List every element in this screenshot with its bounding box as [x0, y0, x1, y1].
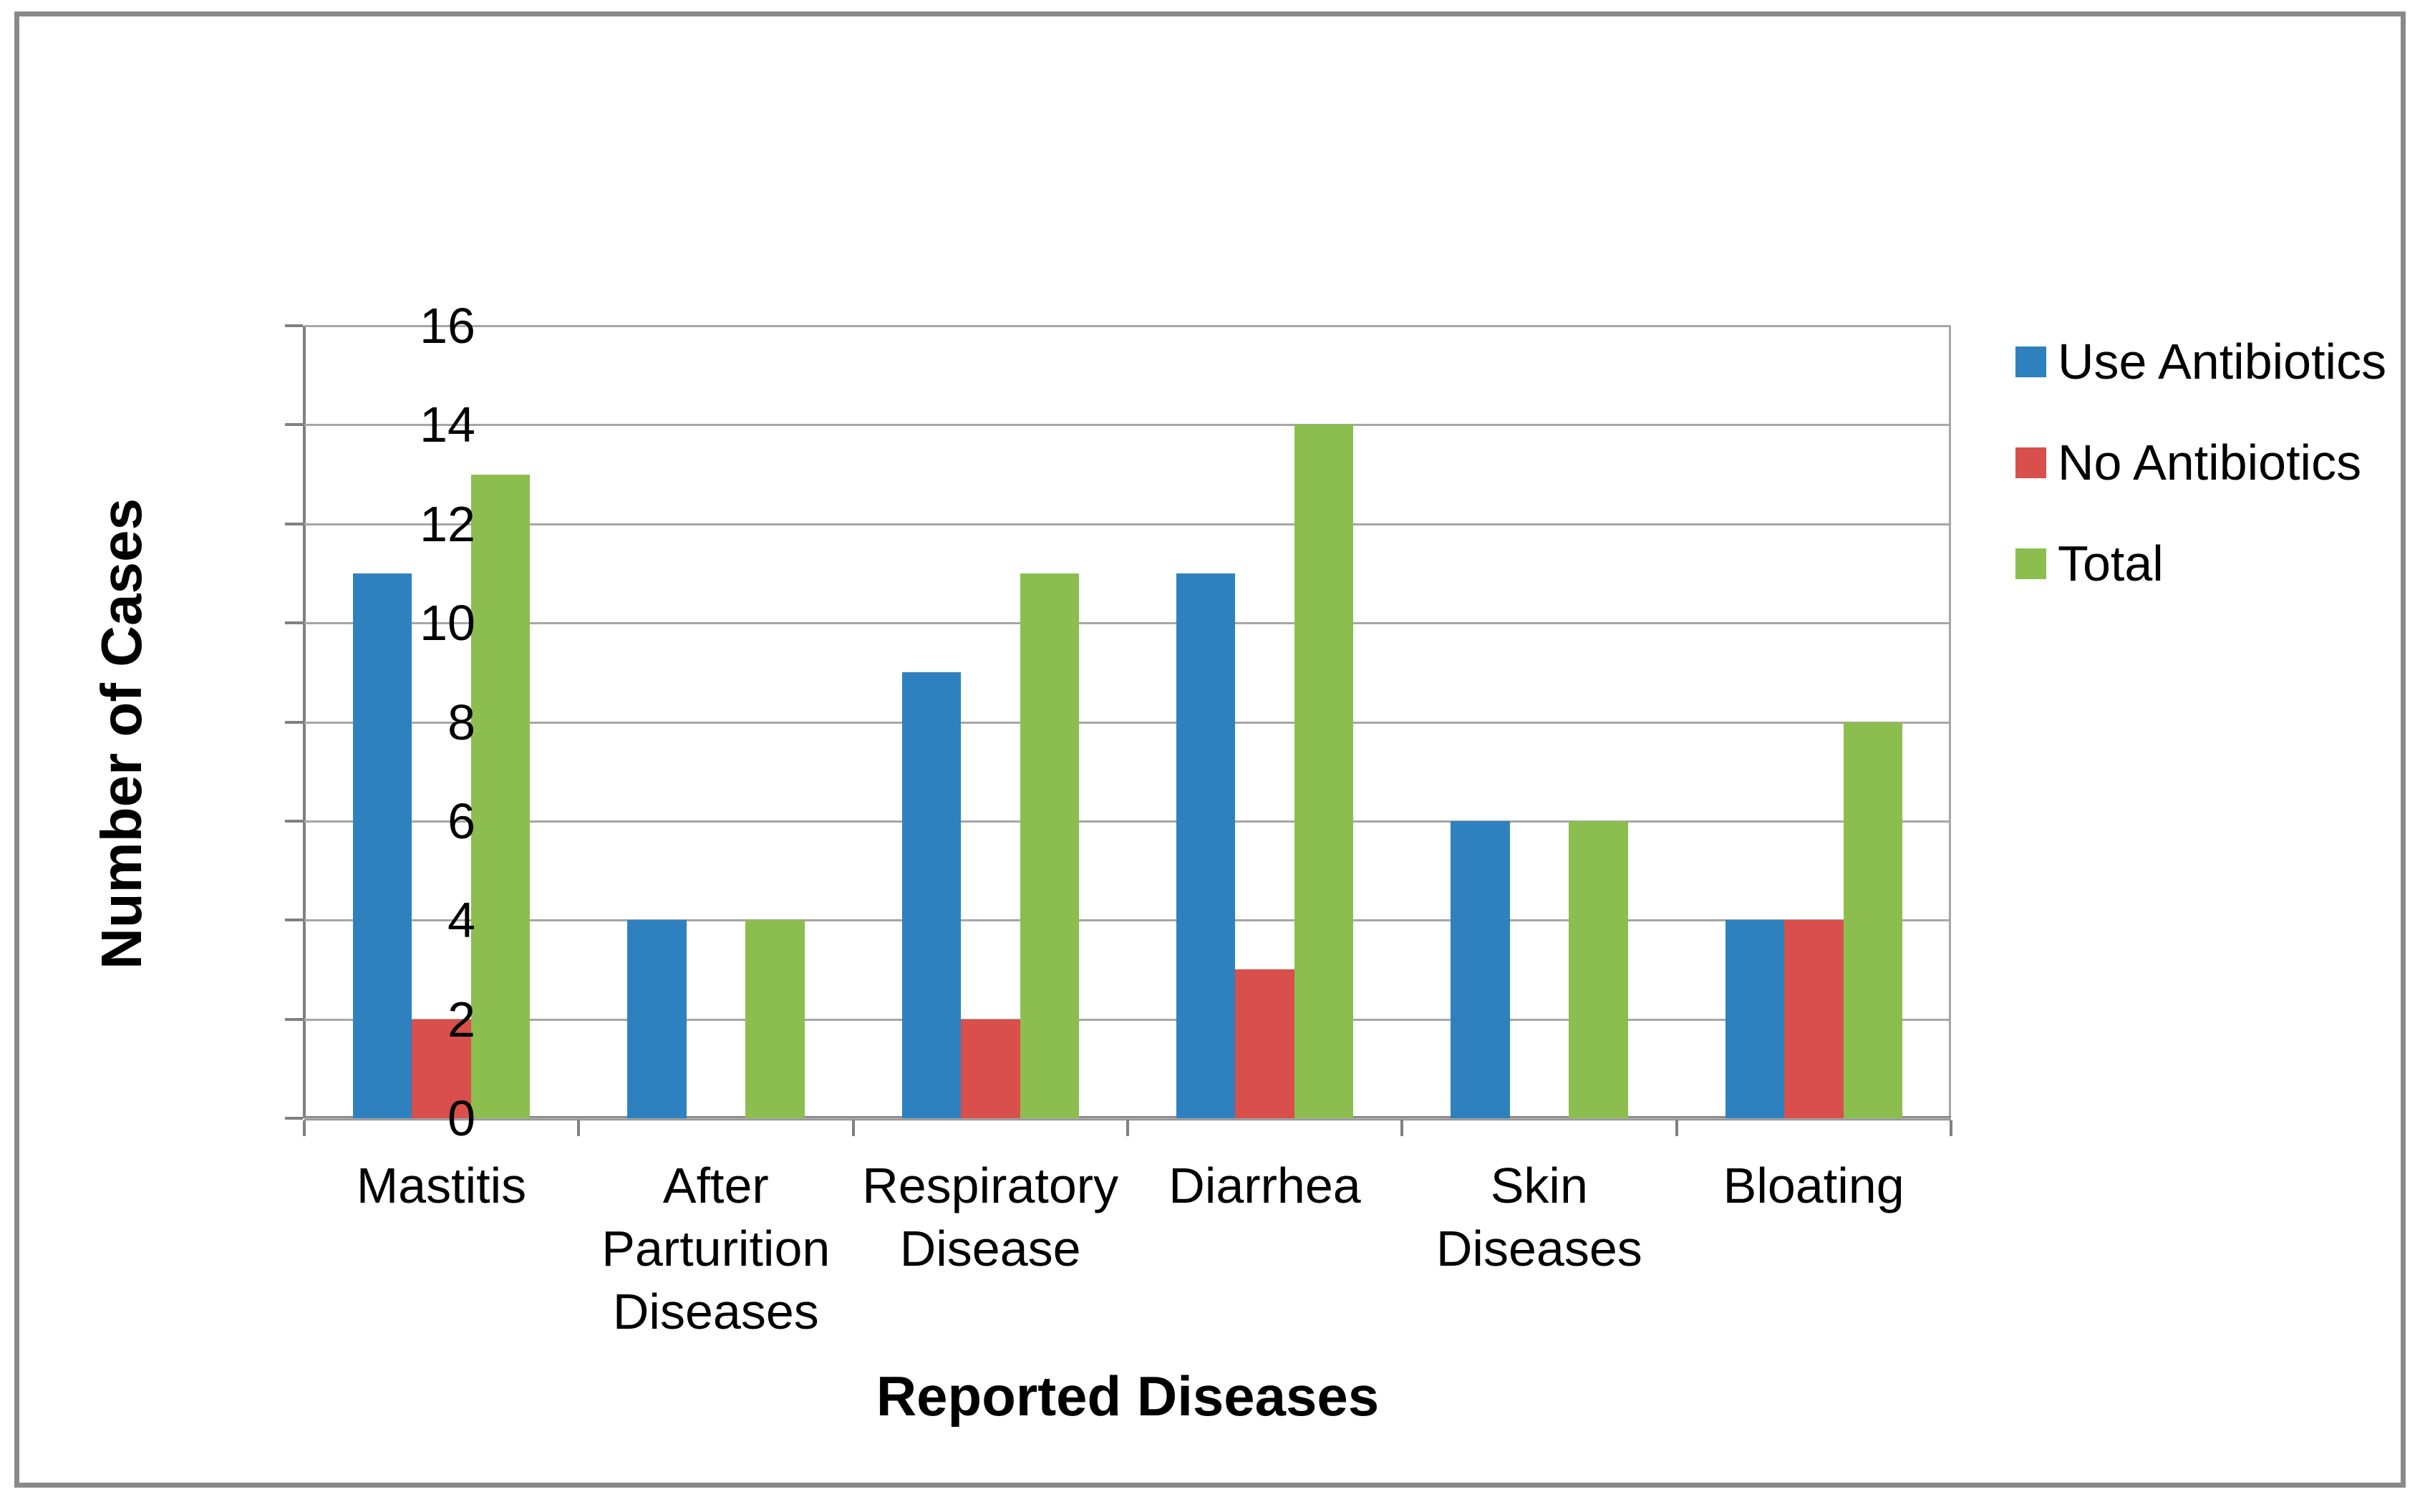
- gridline-0: [304, 1118, 1951, 1120]
- bar-no-antibiotics-mastitis: [412, 1019, 471, 1118]
- legend-item-use-antibiotics: Use Antibiotics: [2015, 329, 2386, 394]
- category-slot-skin-diseases: [1402, 326, 1676, 1118]
- x-tick-mark: [1126, 1120, 1129, 1136]
- x-category-label-bloating: Bloating: [1723, 1158, 1904, 1213]
- bar-group: [901, 326, 1080, 1118]
- category-slot-mastitis: [304, 326, 579, 1118]
- x-category-label-diarrhea: Diarrhea: [1168, 1158, 1361, 1213]
- gridline-4: [304, 919, 1951, 922]
- bar-total-bloating: [1843, 722, 1903, 1118]
- y-tick-label: 14: [420, 397, 475, 453]
- bar-total-respiratory-disease: [1020, 573, 1080, 1118]
- bar-total-skin-diseases: [1569, 820, 1628, 1118]
- plot-area: [285, 324, 1952, 1136]
- y-axis-title: Number of Cases: [89, 498, 153, 969]
- y-tick-mark: [285, 1017, 303, 1021]
- y-tick-label: 16: [420, 298, 475, 354]
- x-tick-mark: [851, 1120, 855, 1136]
- category-slot-diarrhea: [1128, 326, 1402, 1118]
- x-category-label-skin-diseases: Skin Diseases: [1436, 1158, 1642, 1276]
- bar-group: [1176, 326, 1354, 1118]
- bar-group: [627, 326, 805, 1118]
- bar-use-antibiotics-diarrhea: [1176, 573, 1236, 1118]
- x-category-label-mastitis: Mastitis: [356, 1158, 527, 1213]
- x-tick-mark: [1675, 1120, 1678, 1136]
- x-tick-mark: [1400, 1120, 1404, 1136]
- bar-use-antibiotics-mastitis: [352, 573, 412, 1118]
- gridline-2: [304, 1018, 1951, 1021]
- y-tick-label: 2: [447, 991, 475, 1047]
- y-tick-mark: [285, 819, 303, 823]
- bar-group: [1451, 326, 1628, 1118]
- legend-swatch-total: [2015, 548, 2046, 579]
- category-slot-respiratory-disease: [853, 326, 1128, 1118]
- legend-swatch-use-antibiotics: [2015, 346, 2046, 377]
- legend-label-use-antibiotics: Use Antibiotics: [2058, 334, 2387, 389]
- gridline-10: [304, 622, 1951, 625]
- x-tick-mark: [1950, 1120, 1952, 1136]
- category-slot-bloating: [1677, 326, 1951, 1118]
- y-tick-label: 0: [447, 1090, 475, 1146]
- y-tick-mark: [285, 522, 303, 525]
- gridline-12: [304, 523, 1951, 525]
- legend-label-total: Total: [2058, 536, 2164, 591]
- y-tick-label: 10: [420, 595, 475, 651]
- bar-total-after-parturition-diseases: [745, 920, 805, 1118]
- y-tick-label: 6: [447, 793, 475, 849]
- bar-group: [352, 326, 531, 1118]
- category-slot-after-parturition-diseases: [579, 326, 853, 1118]
- bar-total-mastitis: [470, 474, 531, 1118]
- y-tick-mark: [285, 423, 303, 427]
- legend-label-no-antibiotics: No Antibiotics: [2058, 435, 2362, 490]
- bar-total-diarrhea: [1294, 425, 1354, 1118]
- bar-no-antibiotics-diarrhea: [1235, 969, 1294, 1118]
- y-tick-mark: [285, 919, 303, 922]
- bar-use-antibiotics-skin-diseases: [1451, 820, 1510, 1118]
- bar-no-antibiotics-respiratory-disease: [961, 1019, 1020, 1118]
- x-tick-mark: [303, 1120, 306, 1136]
- y-tick-mark: [285, 324, 303, 327]
- legend-item-no-antibiotics: No Antibiotics: [2015, 430, 2361, 495]
- gridline-6: [304, 820, 1951, 823]
- x-axis-title: Reported Diseases: [876, 1365, 1380, 1428]
- bar-group: [1725, 326, 1903, 1118]
- bar-use-antibiotics-after-parturition-diseases: [627, 920, 687, 1118]
- y-tick-label: 8: [447, 694, 475, 750]
- x-category-label-after-parturition-diseases: After Parturition Diseases: [601, 1158, 831, 1339]
- y-tick-mark: [285, 1117, 303, 1120]
- legend-item-total: Total: [2015, 531, 2164, 596]
- bar-no-antibiotics-bloating: [1784, 920, 1844, 1118]
- bar-use-antibiotics-respiratory-disease: [901, 672, 962, 1118]
- y-tick-label: 4: [447, 892, 475, 949]
- x-category-label-respiratory-disease: Respiratory Disease: [862, 1158, 1119, 1276]
- legend-swatch-no-antibiotics: [2015, 447, 2046, 478]
- gridline-14: [304, 424, 1951, 427]
- y-tick-mark: [285, 720, 303, 724]
- y-tick-label: 12: [420, 495, 475, 552]
- y-tick-mark: [285, 621, 303, 625]
- gridline-8: [304, 721, 1951, 724]
- bar-use-antibiotics-bloating: [1725, 920, 1785, 1118]
- x-tick-mark: [577, 1120, 581, 1136]
- gridline-16: [304, 325, 1951, 327]
